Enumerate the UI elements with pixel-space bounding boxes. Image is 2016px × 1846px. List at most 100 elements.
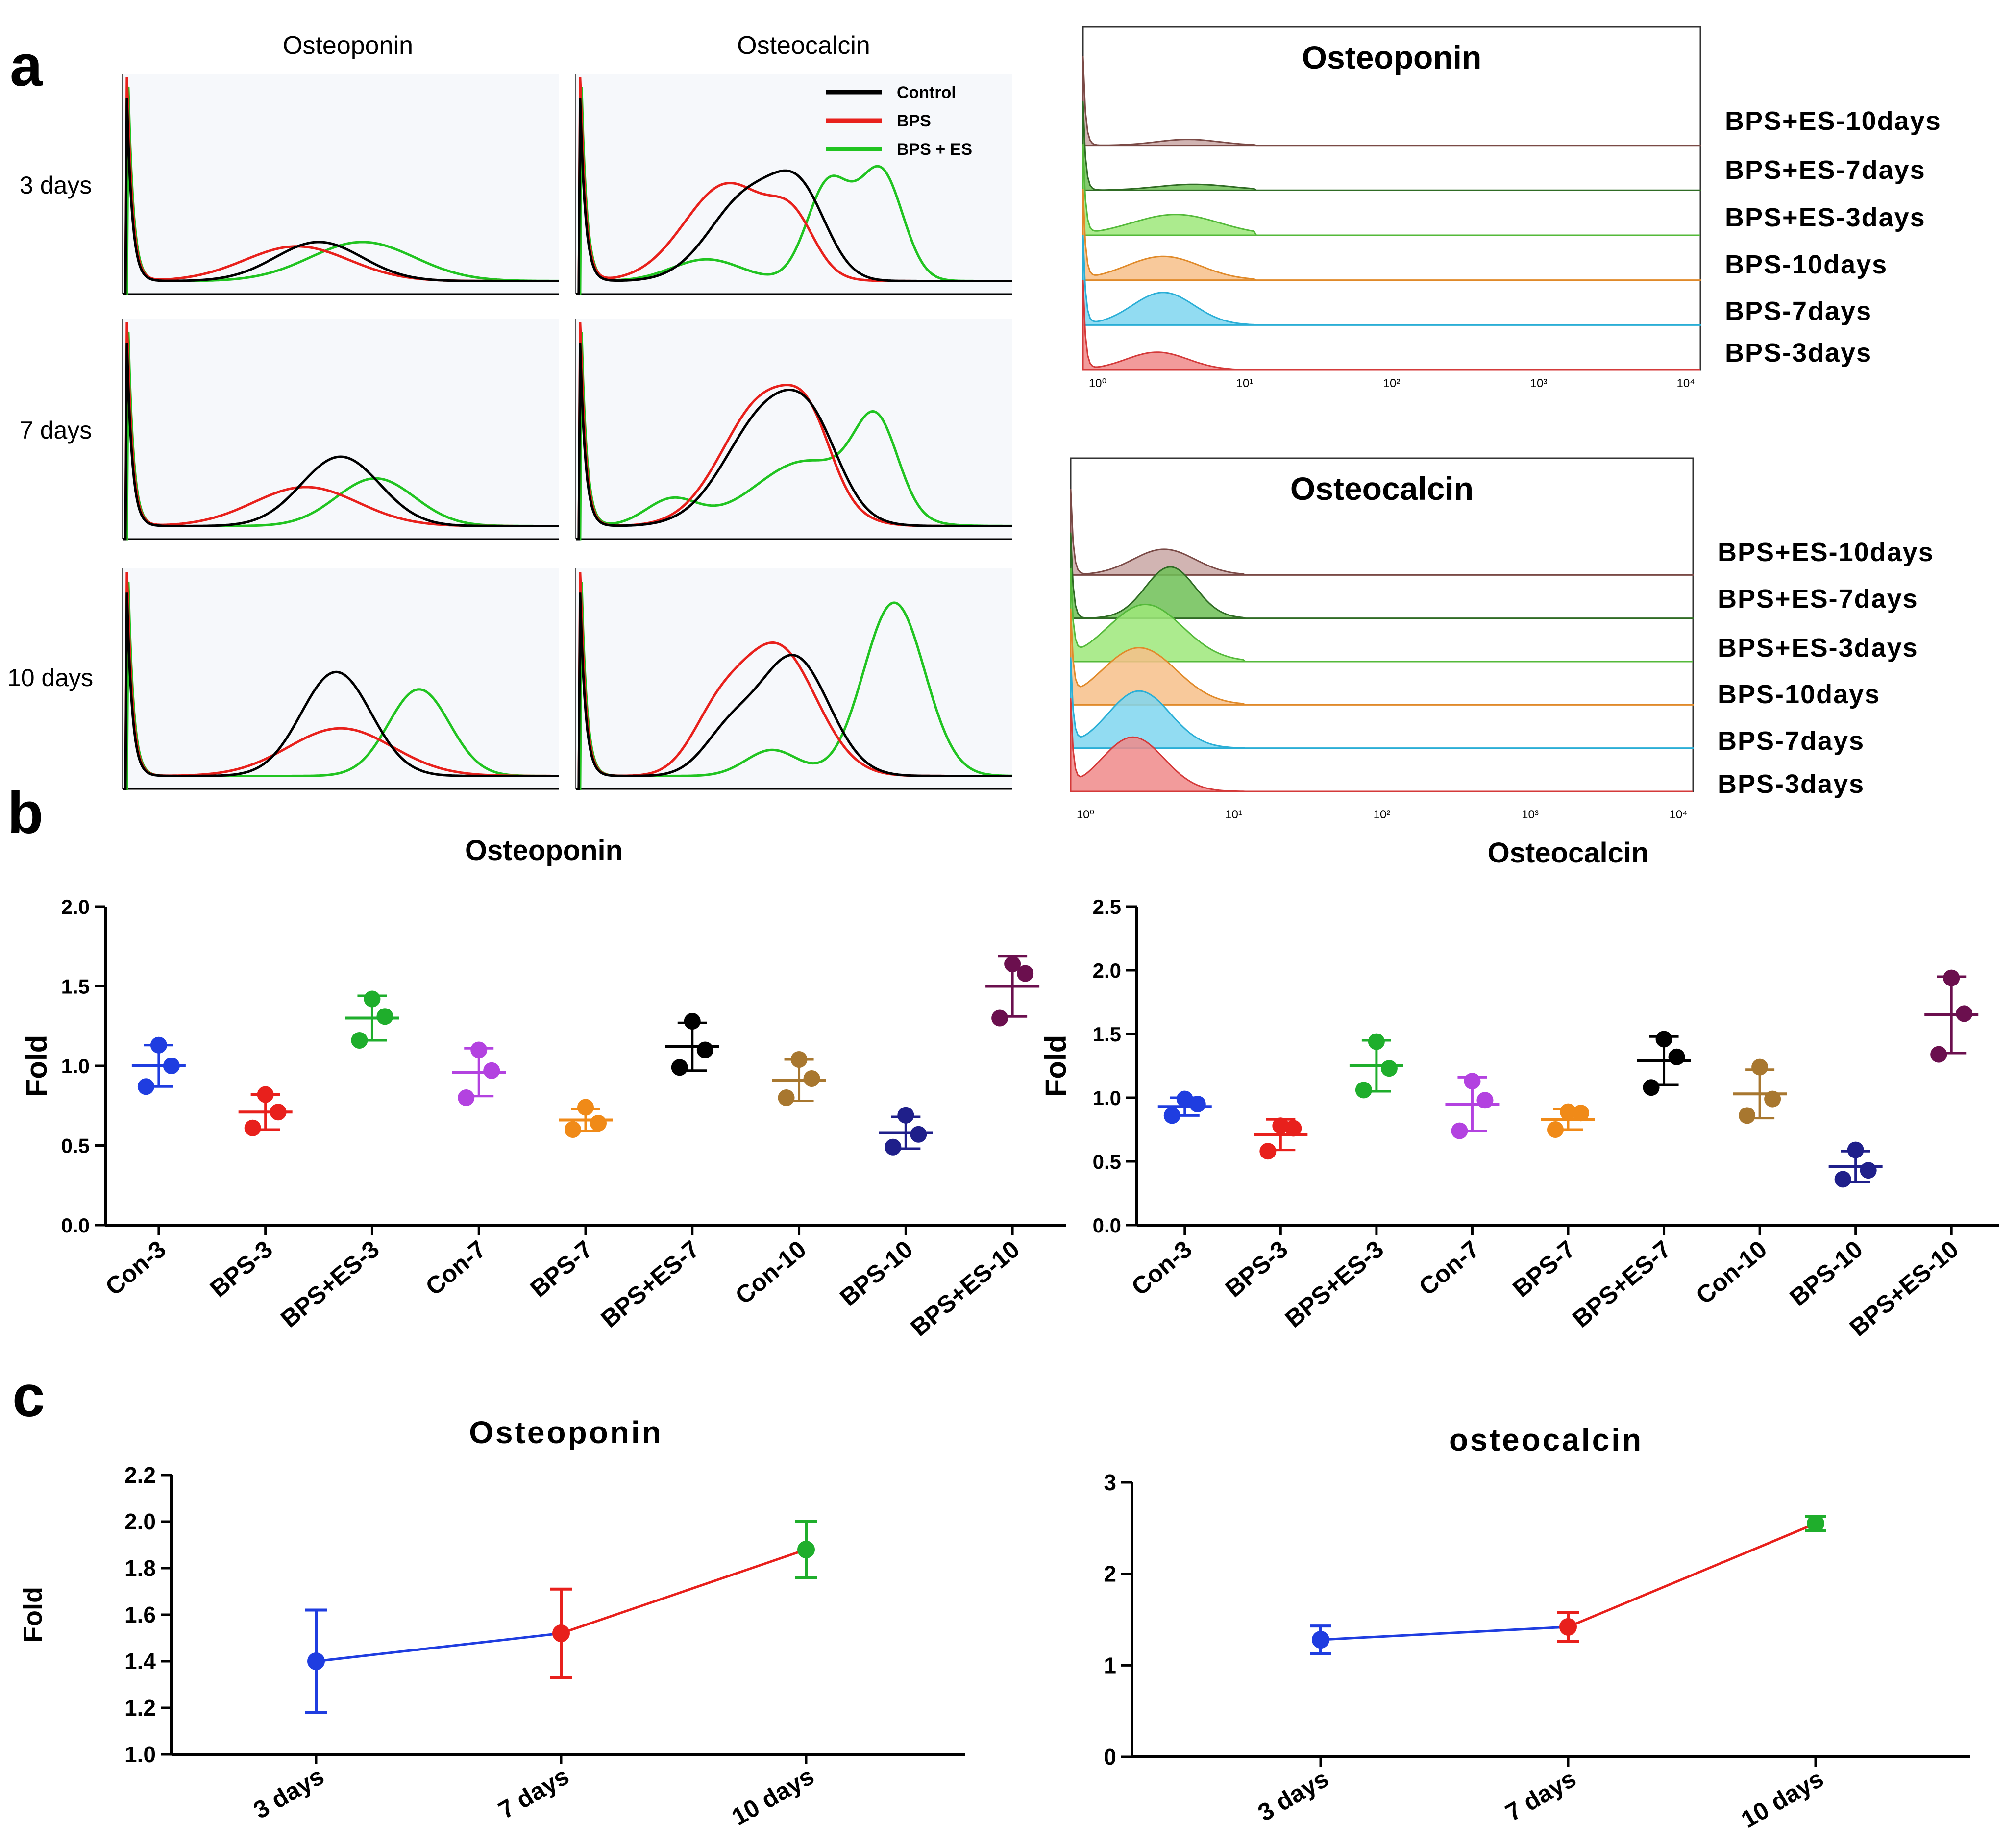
y-tick-label: 0.5 bbox=[61, 1134, 90, 1157]
y-axis-label: Fold bbox=[1039, 1035, 1072, 1097]
hist-curve-control bbox=[123, 592, 559, 790]
x-tick-label: BPS-10 bbox=[835, 1235, 918, 1311]
data-point bbox=[458, 1089, 475, 1106]
flow-row-label: BPS+ES-3days bbox=[1718, 633, 1918, 663]
data-point bbox=[1464, 1073, 1481, 1090]
hist-plot-bg bbox=[123, 74, 559, 294]
data-point bbox=[1355, 1082, 1372, 1099]
data-point bbox=[1807, 1515, 1824, 1532]
x-tick-label: Con-3 bbox=[100, 1235, 171, 1301]
data-point bbox=[671, 1059, 688, 1076]
flow-histogram-row bbox=[1070, 698, 1693, 792]
data-point bbox=[150, 1036, 167, 1054]
data-point bbox=[1655, 1031, 1672, 1048]
flow-osteocalcin: Osteocalcin BPS+ES-10days BPS+ES-7days BPS+… bbox=[1070, 457, 1934, 821]
flow-tick-label: 10⁰ bbox=[1089, 377, 1106, 390]
y-tick-label: 0 bbox=[1104, 1744, 1116, 1770]
flow-histogram-row bbox=[1082, 144, 1700, 236]
x-tick-label: 3 days bbox=[249, 1762, 329, 1824]
data-point bbox=[1004, 956, 1021, 972]
data-point bbox=[803, 1070, 820, 1087]
data-point bbox=[376, 1008, 393, 1025]
x-tick-label: 3 days bbox=[1254, 1765, 1333, 1826]
data-point bbox=[244, 1119, 261, 1136]
col-title-osteocalcin: Osteocalcin bbox=[737, 31, 870, 60]
flow-row-label: BPS+ES-7days bbox=[1725, 155, 1926, 185]
flow-histogram-row bbox=[1082, 56, 1701, 147]
flow-title: Osteoponin bbox=[1302, 39, 1482, 75]
data-point bbox=[307, 1652, 325, 1670]
data-point bbox=[991, 1009, 1008, 1027]
flow-tick-label: 10⁴ bbox=[1676, 377, 1695, 390]
y-tick-label: 3 bbox=[1104, 1470, 1116, 1495]
data-point bbox=[696, 1041, 713, 1058]
flow-tick-label: 10³ bbox=[1530, 377, 1548, 390]
flow-histogram-row bbox=[1070, 489, 1694, 576]
data-point bbox=[470, 1041, 488, 1058]
panel-label-a: a bbox=[10, 33, 43, 98]
data-point bbox=[257, 1086, 274, 1103]
flow-osteoponin: Osteoponin BPS+ES-10days BPS+ES-7days BPS+E… bbox=[1082, 26, 1941, 390]
flow-row-label: BPS+ES-3days bbox=[1725, 203, 1926, 232]
data-point bbox=[590, 1115, 607, 1132]
data-point bbox=[1943, 969, 1960, 986]
x-tick-label: BPS+ES-10 bbox=[906, 1235, 1025, 1342]
legend-label-bps: BPS bbox=[897, 112, 931, 130]
hist-curve-bpses bbox=[576, 87, 1012, 295]
line-osteocalcin: osteocalcin 0 1 2 3 3 days 7 days 10 days bbox=[1104, 1422, 1970, 1833]
y-tick-label: 2 bbox=[1104, 1561, 1116, 1587]
flow-tick-label: 10² bbox=[1374, 808, 1391, 821]
legend: Control BPS BPS + ES bbox=[826, 83, 972, 159]
x-tick-label: BPS-7 bbox=[525, 1235, 598, 1303]
x-tick-label: BPS-3 bbox=[1220, 1235, 1293, 1303]
data-point bbox=[1573, 1105, 1589, 1122]
y-tick-label: 0.0 bbox=[1093, 1214, 1121, 1237]
flow-row-label: BPS+ES-10days bbox=[1718, 538, 1934, 567]
hist-curve-control bbox=[576, 98, 1012, 295]
flow-row-label: BPS-7days bbox=[1725, 296, 1872, 326]
data-point bbox=[1751, 1058, 1769, 1076]
data-point bbox=[684, 1013, 701, 1030]
data-point bbox=[1560, 1103, 1576, 1120]
y-tick-label: 0.5 bbox=[1093, 1150, 1121, 1173]
data-point bbox=[1176, 1090, 1193, 1108]
x-tick-label: 7 days bbox=[494, 1762, 574, 1824]
data-point bbox=[885, 1138, 902, 1156]
data-point bbox=[1272, 1117, 1289, 1134]
y-tick-label: 0.0 bbox=[61, 1214, 90, 1237]
flow-tick-label: 10² bbox=[1383, 377, 1401, 390]
x-tick-label: BPS+ES-7 bbox=[596, 1235, 705, 1333]
line-osteoponin: Osteoponin Fold 1.0 1.2 1.4 1.6 1.8 2.0 2.2 3 day… bbox=[18, 1415, 965, 1831]
data-point bbox=[1547, 1121, 1564, 1138]
hist-plot-bg bbox=[576, 74, 1012, 294]
panel-a-histograms: Osteoponin Osteocalcin 3 days 7 days 10 … bbox=[7, 31, 1012, 790]
flow-tick-label: 10³ bbox=[1522, 808, 1539, 821]
series-segment bbox=[1568, 1522, 1816, 1628]
series-segment bbox=[561, 1548, 807, 1635]
x-tick-label: 10 days bbox=[727, 1762, 819, 1831]
y-axis-label: Fold bbox=[20, 1035, 53, 1097]
x-tick-label: BPS-3 bbox=[205, 1235, 278, 1303]
flow-row-label: BPS-7days bbox=[1718, 726, 1865, 756]
hist-plot-bg bbox=[123, 319, 559, 539]
hist-curve-bpses bbox=[576, 332, 1012, 541]
flow-tick-label: 10⁴ bbox=[1669, 808, 1687, 821]
data-point bbox=[1643, 1079, 1660, 1096]
data-point bbox=[364, 990, 381, 1008]
data-point bbox=[1017, 965, 1034, 982]
chart-title: osteocalcin bbox=[1449, 1422, 1643, 1457]
series-segment bbox=[316, 1632, 562, 1663]
data-point bbox=[1739, 1107, 1756, 1124]
col-title-osteoponin: Osteoponin bbox=[283, 31, 413, 60]
panel-label-c: c bbox=[12, 1363, 45, 1429]
panel-label-b: b bbox=[7, 780, 43, 846]
data-point bbox=[351, 1032, 368, 1049]
y-tick-label: 2.5 bbox=[1093, 895, 1121, 918]
data-point bbox=[137, 1078, 154, 1095]
flow-histogram-row bbox=[1082, 235, 1701, 326]
hist-plot-bg bbox=[576, 568, 1012, 789]
data-point bbox=[1451, 1122, 1468, 1139]
data-point bbox=[270, 1104, 287, 1121]
hist-curve-control bbox=[123, 343, 559, 541]
y-tick-label: 2.0 bbox=[1093, 959, 1121, 982]
